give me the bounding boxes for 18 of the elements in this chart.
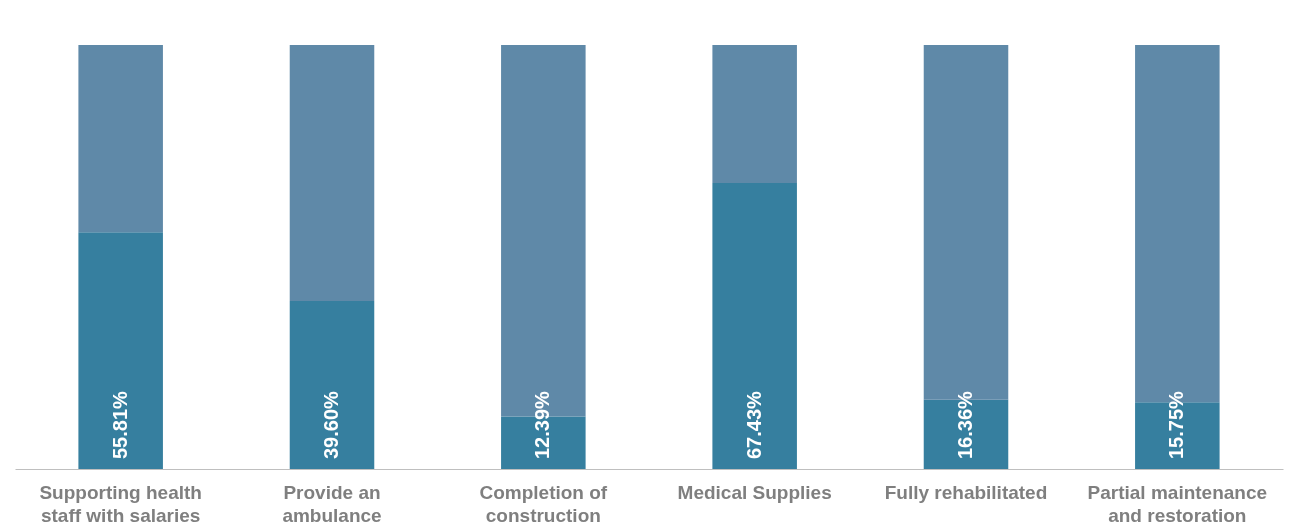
bar (78, 232, 163, 469)
data-label: 15.75% (1165, 390, 1188, 459)
bar (78, 45, 163, 233)
data-label: 12.39% (531, 390, 554, 459)
data-label: 67.43% (742, 390, 765, 459)
data-label: 16.36% (954, 390, 976, 459)
x-tick-label: Completion of construction (479, 481, 608, 526)
bar (289, 45, 375, 302)
data-label: 39.60% (320, 390, 342, 459)
bar (712, 183, 797, 469)
x-tick-label: Fully rehabilitated (884, 481, 1048, 503)
data-label: 55.81% (108, 390, 131, 459)
x-tick-label: Provide an ambulance (282, 481, 382, 526)
x-tick-label: Supporting health staff with salaries (39, 481, 202, 526)
x-tick-label: Medical Supplies (677, 481, 832, 503)
bar (289, 301, 375, 469)
bar (712, 45, 797, 184)
x-tick-label: Partial maintenance and restoration (1087, 481, 1268, 526)
